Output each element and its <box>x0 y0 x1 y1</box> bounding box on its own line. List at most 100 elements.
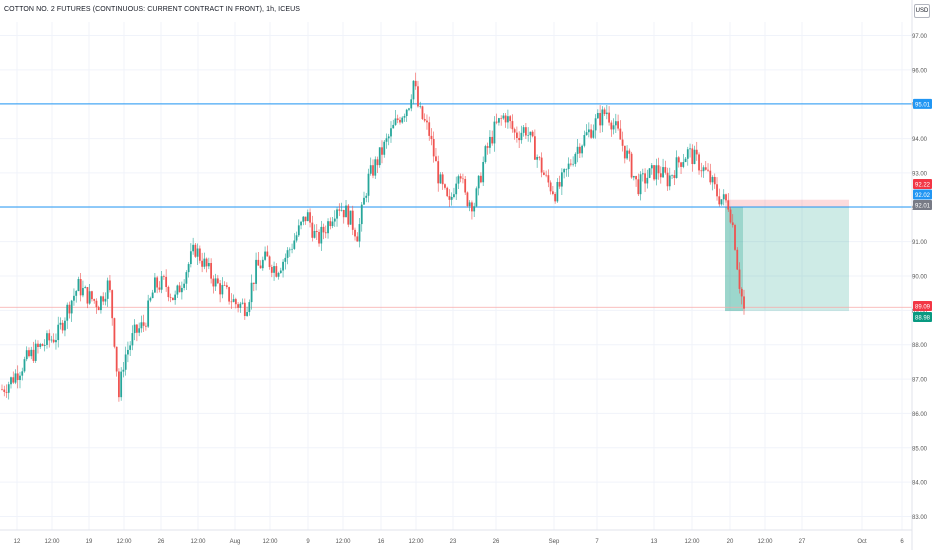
x-tick-label: 7 <box>595 539 599 545</box>
candle-body <box>145 325 147 327</box>
candle-body <box>657 165 660 174</box>
candle-body <box>493 121 496 144</box>
candle-body <box>626 150 628 159</box>
candle-body <box>720 199 723 205</box>
candle-body <box>198 248 201 261</box>
candle-body <box>176 285 179 295</box>
candle-body <box>284 257 287 262</box>
y-tick-label: 97.00 <box>912 34 928 40</box>
candle-body <box>736 249 739 270</box>
candle-body <box>545 174 548 176</box>
candle-body <box>673 175 676 178</box>
candle-body <box>250 282 253 303</box>
candle-body <box>14 373 17 383</box>
chart-title: COTTON NO. 2 FUTURES (CONTINUOUS: CURREN… <box>4 6 301 13</box>
candle-body <box>55 340 57 343</box>
candle-body <box>682 162 685 167</box>
candle-body <box>349 210 352 225</box>
x-tick-label: 27 <box>799 539 806 545</box>
candle-body <box>297 225 300 236</box>
y-tick-label: 93.00 <box>912 171 928 177</box>
candle-body <box>666 172 669 187</box>
candle-body <box>500 118 503 119</box>
candle-body <box>441 174 444 185</box>
candle-body <box>43 344 46 346</box>
candle-body <box>261 259 264 269</box>
candle-body <box>581 145 584 154</box>
candle-body <box>428 122 431 136</box>
candle-body <box>612 125 615 130</box>
candle-body <box>41 344 44 346</box>
candle-body <box>142 322 145 326</box>
price-label-text: 92.22 <box>915 183 931 189</box>
candle-body <box>185 272 188 284</box>
candle-body <box>585 132 588 136</box>
candle-body <box>392 124 395 129</box>
candle-body <box>648 168 651 178</box>
candle-body <box>396 118 399 120</box>
candle-body <box>551 191 554 194</box>
candle-body <box>16 373 19 381</box>
x-tick-label: 12:00 <box>757 539 773 545</box>
candle-body <box>709 170 712 183</box>
candle-body <box>174 294 177 301</box>
candle-body <box>482 161 485 183</box>
candle-body <box>477 175 480 189</box>
candle-body <box>324 232 327 234</box>
candle-body <box>653 165 655 180</box>
candle-body <box>192 244 195 252</box>
candle-body <box>194 244 197 257</box>
candle-body <box>259 265 262 269</box>
level-lines <box>0 103 912 308</box>
y-tick-label: 91.00 <box>912 240 928 246</box>
candle-body <box>79 279 82 296</box>
candle-body <box>641 173 644 175</box>
candle-body <box>601 109 604 126</box>
price-label-text: 95.01 <box>915 102 931 108</box>
candle-body <box>614 121 617 126</box>
candle-body <box>659 173 662 178</box>
candle-body <box>266 251 269 257</box>
candle-body <box>329 221 332 227</box>
candle-body <box>590 129 593 138</box>
candle-body <box>277 272 280 277</box>
x-tick-label: 26 <box>493 539 500 545</box>
candle-body <box>131 333 134 346</box>
candle-body <box>345 205 347 218</box>
candle-body <box>480 175 482 183</box>
currency-button[interactable]: USD <box>914 4 930 18</box>
candle-body <box>511 121 514 130</box>
candle-body <box>21 371 24 376</box>
candle-body <box>118 371 120 398</box>
candle-body <box>288 249 291 251</box>
candle-body <box>214 278 217 287</box>
candle-body <box>304 216 307 222</box>
candle-body <box>171 297 174 301</box>
candle-body <box>46 333 48 345</box>
candle-body <box>421 106 424 119</box>
candle-body <box>106 280 109 299</box>
candle-body <box>207 263 210 267</box>
candle-body <box>273 266 275 273</box>
x-tick-label: Oct <box>857 539 867 545</box>
candle-body <box>518 137 521 141</box>
candle-body <box>610 122 613 130</box>
candle-body <box>178 285 181 293</box>
candle-body <box>68 304 71 314</box>
candle-body <box>569 163 572 165</box>
candle-body <box>39 344 42 347</box>
candle-body <box>248 302 251 313</box>
candle-body <box>160 276 163 290</box>
candle-body <box>295 235 298 241</box>
candle-body <box>628 150 631 154</box>
candle-body <box>7 384 10 393</box>
candle-body <box>95 300 98 308</box>
candle-body <box>34 343 37 361</box>
candle-body <box>707 169 709 171</box>
candle-body <box>486 146 489 148</box>
candle-body <box>282 261 284 271</box>
candle-body <box>187 264 190 273</box>
x-tick-label: 12:00 <box>335 539 351 545</box>
chart-grid <box>0 22 912 530</box>
